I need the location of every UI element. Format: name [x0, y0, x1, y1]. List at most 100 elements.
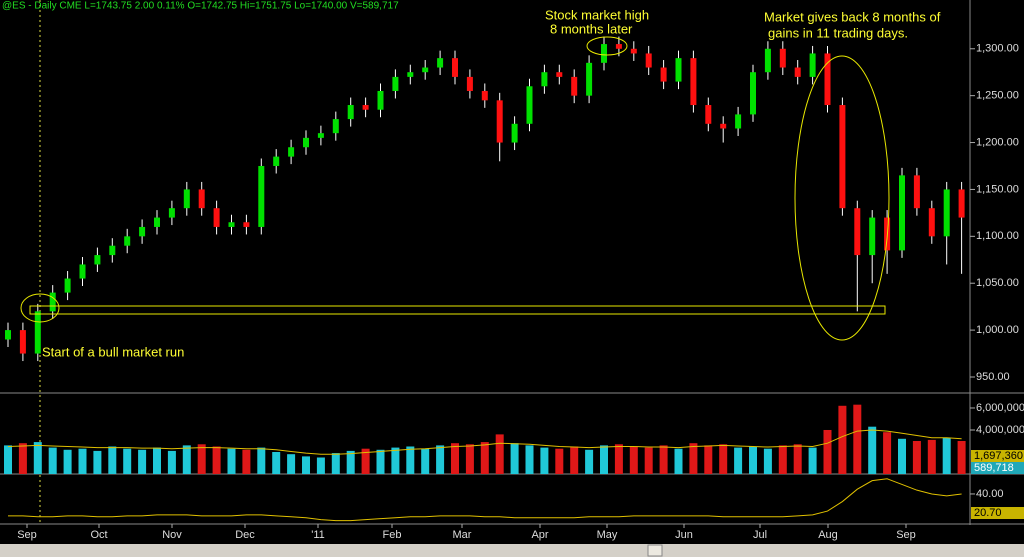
volume-bar: [93, 450, 102, 474]
volume-bar: [123, 448, 132, 474]
readout-box: [971, 450, 1024, 462]
candle-body: [779, 48, 786, 68]
x-tick-label: Dec: [235, 529, 255, 541]
x-tick-label: Mar: [453, 529, 472, 541]
volume-bar: [495, 434, 504, 474]
volume-bar: [510, 443, 519, 474]
volume-bar: [376, 449, 385, 474]
candle-body: [407, 72, 414, 77]
volume-bar: [734, 447, 743, 474]
candle-body: [168, 208, 175, 218]
candle-body: [79, 264, 86, 279]
volume-bar: [883, 432, 892, 474]
scroll-thumb[interactable]: [647, 544, 663, 557]
x-tick-label: Jun: [675, 529, 693, 541]
volume-bar: [465, 444, 474, 474]
volume-bar: [153, 447, 161, 474]
volume-bar: [763, 448, 772, 474]
volume-bar: [391, 447, 400, 474]
x-tick-label: Oct: [90, 529, 107, 541]
candle-body: [958, 189, 965, 218]
volume-bar: [898, 438, 906, 474]
volume-bar: [585, 449, 594, 474]
candle-body: [213, 208, 220, 227]
volume-bar: [257, 447, 266, 474]
volume-bar: [912, 440, 921, 474]
volume-bar: [555, 448, 564, 474]
volume-bar: [644, 447, 653, 474]
volume-bar: [719, 444, 728, 474]
candle-body: [615, 44, 622, 49]
volume-bar: [316, 457, 325, 474]
candle-body: [943, 189, 950, 237]
volume-bar: [287, 454, 296, 474]
candle-body: [34, 311, 41, 354]
volume-bar: [33, 442, 42, 474]
candle-body: [317, 133, 324, 138]
volume-bar: [853, 404, 862, 474]
volume-bar: [957, 440, 966, 474]
candle-body: [496, 100, 503, 143]
readout-box: [971, 507, 1024, 519]
indicator-line: [8, 478, 962, 522]
volume-bar: [600, 445, 608, 474]
volume-bar: [227, 448, 236, 474]
x-tick-label: Apr: [531, 529, 548, 541]
candle-body: [690, 58, 697, 106]
candle-body: [794, 67, 801, 77]
candle-body: [928, 208, 935, 237]
volume-bar: [406, 446, 415, 474]
candle-body: [705, 105, 712, 124]
y-tick-label: 1,150.00: [976, 183, 1019, 195]
volume-bar: [674, 448, 683, 474]
candle-body: [601, 44, 607, 63]
candle-body: [49, 292, 56, 312]
y-tick-label: 1,100.00: [976, 230, 1019, 242]
volume-bar: [793, 444, 802, 474]
candle-body: [571, 76, 578, 96]
x-tick-label: Feb: [383, 529, 402, 541]
volume_ma-line: [7, 429, 962, 455]
volume-bar: [480, 442, 489, 474]
candle-body: [899, 175, 905, 251]
candle-body: [392, 76, 399, 91]
volume-bar: [361, 448, 370, 474]
candle-body: [541, 72, 548, 87]
candle-body: [377, 90, 384, 110]
scrollbar[interactable]: [0, 544, 1024, 557]
y-tick-label: 4,000,000: [976, 424, 1024, 436]
readout-box: [971, 462, 1024, 474]
candle-body: [243, 222, 250, 227]
x-tick-label: Nov: [162, 529, 182, 541]
volume-bar: [242, 449, 251, 474]
candle-body: [824, 53, 831, 106]
candle-body: [645, 53, 652, 68]
volume-bar: [48, 447, 57, 474]
annotation: Start of a bull market run: [42, 344, 184, 359]
volume-bar: [838, 405, 847, 474]
candle-body: [109, 245, 116, 256]
candle-body: [5, 330, 11, 340]
volume-bar: [540, 447, 549, 474]
candle-body: [94, 255, 101, 265]
volume-bar: [749, 446, 757, 474]
volume-bar: [629, 446, 638, 474]
candle-body: [154, 217, 160, 227]
volume-bar: [778, 445, 787, 474]
candle-body: [19, 330, 26, 354]
y-tick-label: 1,050.00: [976, 277, 1019, 289]
volume-bar: [927, 439, 936, 474]
candle-body: [347, 105, 354, 120]
plot: 950.00 1,000.00 1,050.00 1,100.00 1,150.00 1,…: [4, 36, 1024, 541]
candle-body: [422, 67, 429, 73]
y-tick-label: 1,250.00: [976, 90, 1019, 102]
header: @ES - Daily CME L=1743.75 2.00 0.11% O=1…: [2, 1, 399, 12]
readout: 589,718: [974, 462, 1014, 474]
candle-body: [124, 236, 131, 246]
volume-bar: [302, 456, 310, 474]
candle-body: [630, 48, 637, 54]
volume-bar: [704, 445, 713, 474]
y-tick-label: 1,300.00: [976, 43, 1019, 55]
volume-bar: [570, 446, 579, 474]
